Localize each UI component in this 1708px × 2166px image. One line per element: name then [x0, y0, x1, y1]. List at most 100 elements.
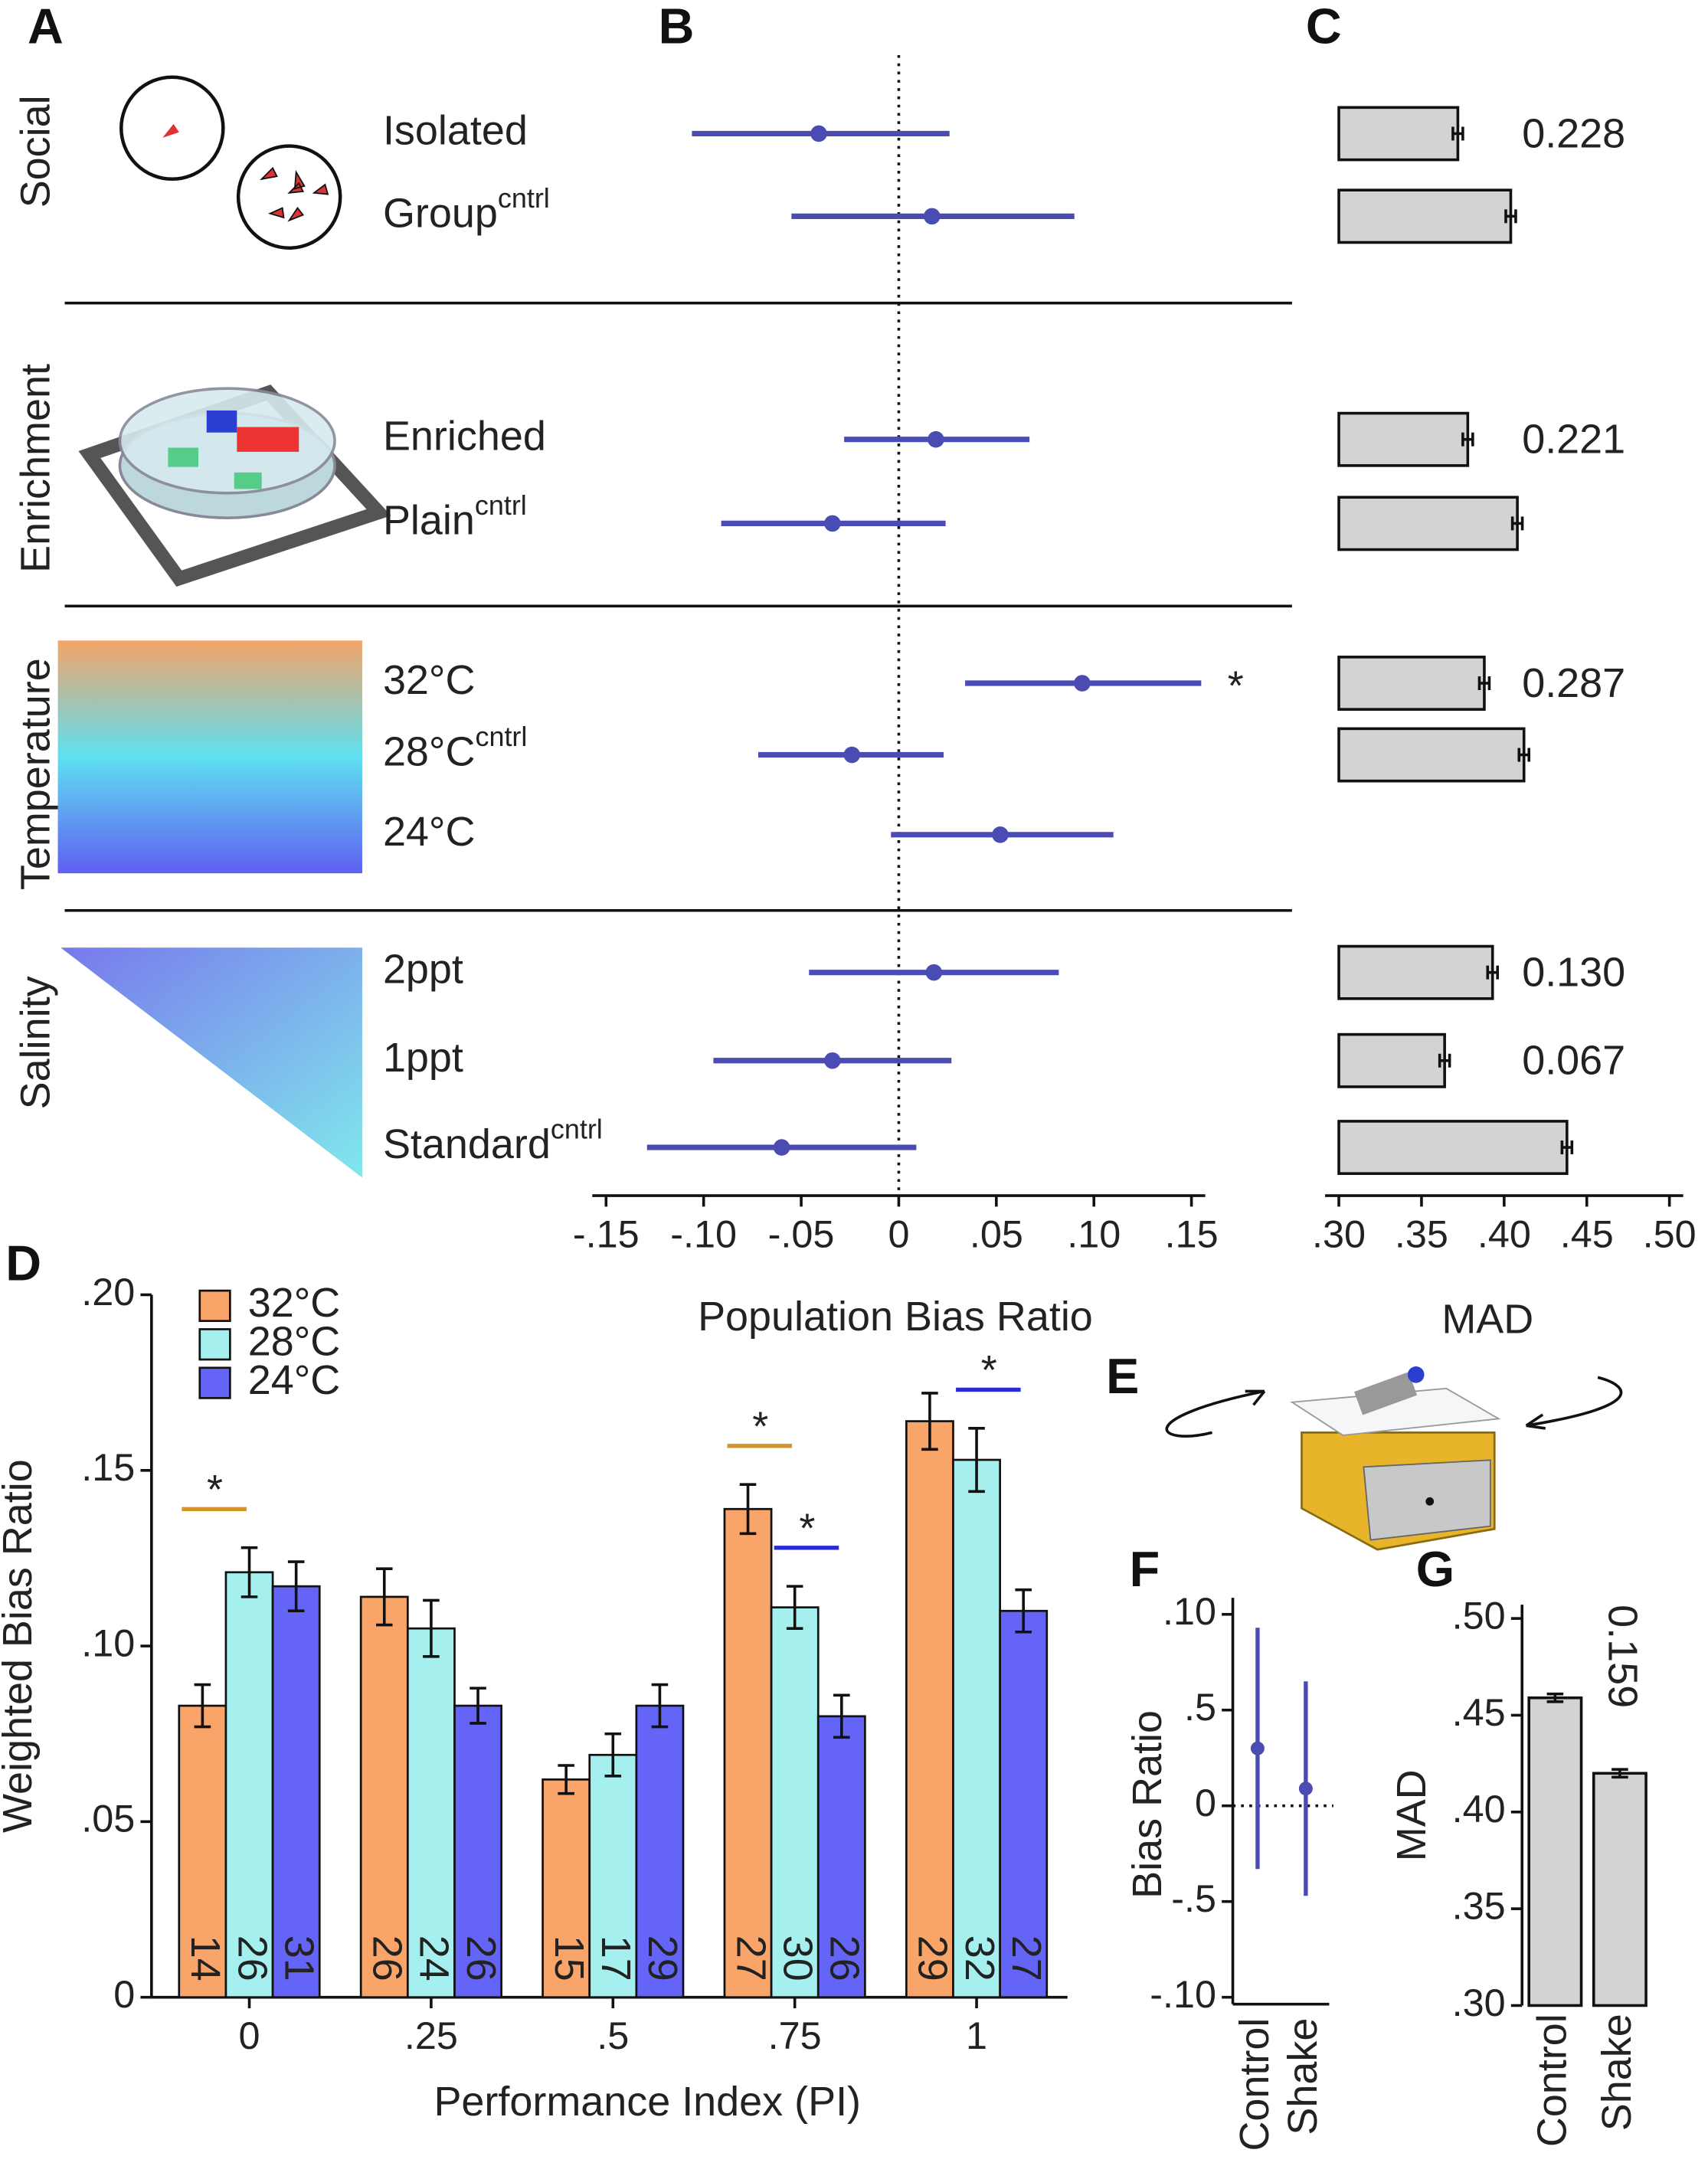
error-bar — [375, 1567, 393, 1627]
group-label: Temperature — [13, 658, 59, 890]
error-bar — [604, 1732, 622, 1778]
x-tick-label: .30 — [1312, 1212, 1366, 1255]
x-tick-label: 0 — [239, 2014, 260, 2057]
p-label: 0.159 — [1600, 1605, 1646, 1708]
dot — [923, 208, 941, 225]
row-label: Groupcntrl — [383, 182, 550, 236]
n-label: 29 — [910, 1935, 956, 1981]
p-label: 0.067 — [1522, 1038, 1625, 1084]
error-bar — [194, 1683, 211, 1729]
x-tick-label: .15 — [1165, 1212, 1219, 1255]
x-tick-label: .35 — [1395, 1212, 1448, 1255]
x-tick-label: Control — [1530, 2014, 1575, 2147]
panel-label: A — [28, 0, 64, 54]
bar — [1337, 106, 1460, 162]
p-label: 0.221 — [1522, 417, 1625, 463]
row-label: 24°C — [383, 809, 476, 855]
y-axis-label: Weighted Bias Ratio — [0, 1459, 41, 1833]
row-label: 32°C — [383, 657, 476, 703]
row-label-text: 1ppt — [383, 1035, 463, 1081]
error-bar — [1461, 432, 1474, 447]
row-label-superscript: cntrl — [551, 1113, 603, 1144]
row-label: Plaincntrl — [383, 489, 527, 543]
x-tick-label: 1 — [966, 2014, 987, 2057]
legend-swatch — [198, 1366, 231, 1399]
n-label: 15 — [546, 1935, 592, 1981]
bar — [723, 1507, 773, 1999]
x-axis-label: Population Bias Ratio — [698, 1294, 1093, 1340]
error-bar — [921, 1392, 938, 1451]
n-label: 26 — [458, 1935, 504, 1981]
shaker-illustration — [1165, 1366, 1623, 1551]
error-bar — [1510, 516, 1524, 531]
error-bar — [1486, 965, 1500, 980]
error-bar — [1611, 1768, 1628, 1779]
x-tick-label: -.10 — [670, 1212, 737, 1255]
dot — [810, 125, 827, 142]
bar — [1337, 188, 1513, 244]
bar — [224, 1571, 274, 1999]
group-label: Salinity — [13, 976, 59, 1109]
legend-label: 28°C — [248, 1318, 341, 1364]
x-tick-label: Shake — [1280, 2018, 1326, 2135]
row-label-text: 2ppt — [383, 947, 463, 993]
error-bar — [1504, 209, 1517, 224]
significance-label: * — [207, 1467, 223, 1513]
row-label-text: 24°C — [383, 809, 476, 855]
bar — [1337, 496, 1519, 551]
n-label: 26 — [364, 1935, 410, 1981]
x-tick-label: 0 — [888, 1212, 909, 1255]
error-bar — [423, 1598, 440, 1658]
dot — [843, 746, 861, 764]
row-label: Enriched — [383, 414, 546, 460]
legend-label: 24°C — [248, 1357, 341, 1403]
error-bar — [470, 1687, 486, 1725]
row-label-text: Group — [383, 191, 498, 237]
x-axis-label: MAD — [1441, 1297, 1533, 1343]
x-tick-label: .05 — [970, 1212, 1023, 1255]
error-bar — [1560, 1140, 1574, 1155]
row-label-text: 32°C — [383, 657, 476, 703]
error-bar — [1477, 676, 1491, 691]
y-axis-label: Bias Ratio — [1124, 1710, 1170, 1899]
n-label: 26 — [822, 1935, 868, 1981]
n-label: 30 — [774, 1935, 820, 1981]
row-label-superscript: cntrl — [498, 182, 550, 213]
enrichment-illustration — [78, 384, 391, 587]
group-label: Social — [13, 95, 59, 208]
error-bar — [739, 1483, 757, 1536]
error-bar — [833, 1693, 850, 1739]
significance-label: * — [752, 1403, 768, 1449]
dot — [928, 430, 944, 448]
bar — [1337, 727, 1526, 783]
row-label: Isolated — [383, 108, 528, 154]
error-bar — [968, 1426, 985, 1494]
y-tick-label: .10 — [81, 1621, 135, 1664]
dot — [992, 826, 1009, 843]
bar — [1527, 1696, 1583, 2007]
x-tick-label: .40 — [1477, 1212, 1531, 1255]
x-tick-label: Shake — [1594, 2014, 1640, 2131]
n-label: 24 — [411, 1935, 457, 1981]
salinity-gradient — [61, 947, 362, 1178]
y-tick-label: .30 — [1452, 1981, 1506, 2024]
bar — [588, 1753, 638, 1999]
n-label: 27 — [1003, 1935, 1049, 1981]
group-label: Enrichment — [13, 364, 59, 573]
legend-swatch — [198, 1328, 231, 1361]
n-label: 29 — [640, 1935, 685, 1981]
panel-label: E — [1106, 1348, 1139, 1404]
y-tick-label: .20 — [81, 1270, 135, 1314]
n-label: 32 — [957, 1935, 1003, 1981]
dot — [824, 1052, 841, 1069]
row-label: 1ppt — [383, 1035, 463, 1081]
x-axis-label: Performance Index (PI) — [434, 2079, 861, 2125]
significance-label: * — [981, 1347, 997, 1393]
legend-label: 32°C — [248, 1280, 341, 1326]
bar — [1337, 1032, 1446, 1088]
error-bar — [558, 1764, 574, 1795]
error-bar — [786, 1585, 803, 1630]
y-tick-label: .10 — [1163, 1589, 1216, 1633]
